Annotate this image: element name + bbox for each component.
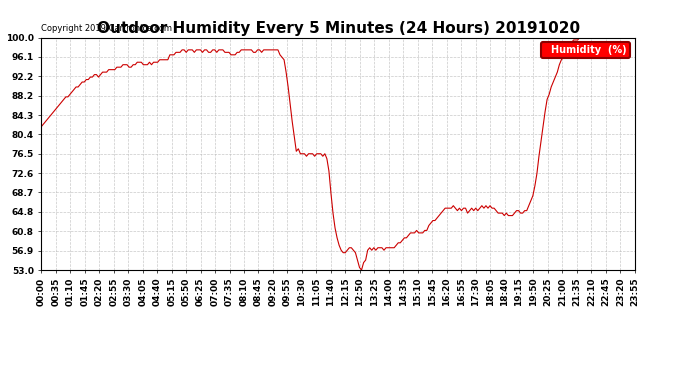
Title: Outdoor Humidity Every 5 Minutes (24 Hours) 20191020: Outdoor Humidity Every 5 Minutes (24 Hou… (97, 21, 580, 36)
Legend: Humidity  (%): Humidity (%) (541, 42, 630, 58)
Text: Copyright 2019 Cartronics.com: Copyright 2019 Cartronics.com (41, 24, 172, 33)
